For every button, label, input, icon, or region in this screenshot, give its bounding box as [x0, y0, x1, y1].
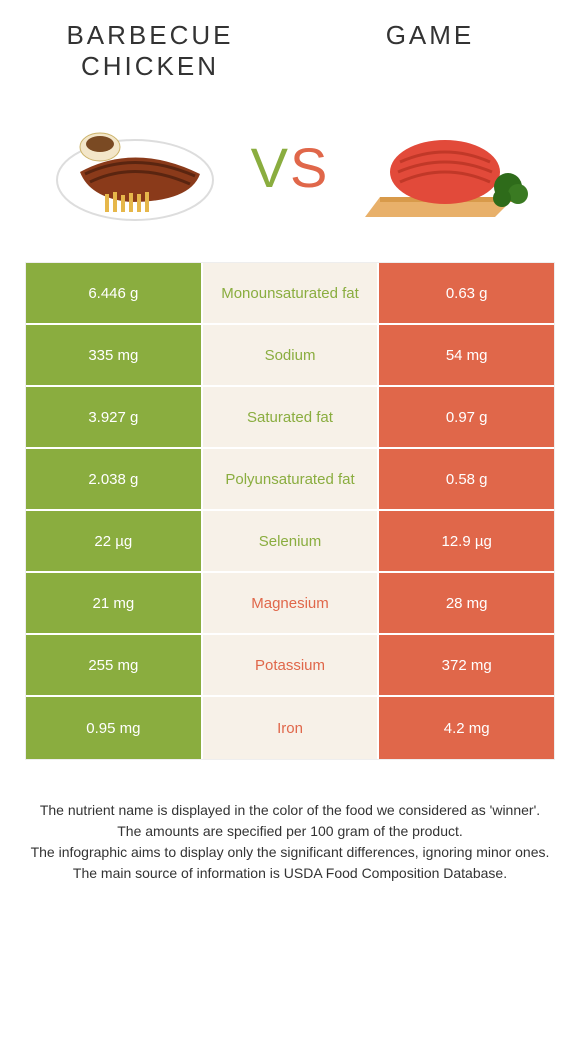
table-row: 0.95 mgIron4.2 mg	[26, 697, 554, 759]
left-value: 0.95 mg	[26, 697, 203, 759]
left-value: 22 µg	[26, 511, 203, 571]
table-row: 2.038 gPolyunsaturated fat0.58 g	[26, 449, 554, 511]
table-row: 6.446 gMonounsaturated fat0.63 g	[26, 263, 554, 325]
right-food-title: Game	[330, 20, 530, 82]
nutrient-name: Monounsaturated fat	[203, 263, 378, 323]
right-value: 0.63 g	[377, 263, 554, 323]
nutrient-name: Magnesium	[203, 573, 378, 633]
right-value: 0.58 g	[377, 449, 554, 509]
nutrient-name: Potassium	[203, 635, 378, 695]
right-food-image	[360, 102, 530, 232]
nutrient-name: Iron	[203, 697, 378, 759]
footnote-line: The nutrient name is displayed in the co…	[30, 800, 550, 821]
nutrient-name: Sodium	[203, 325, 378, 385]
vs-v: V	[251, 136, 290, 199]
left-food-title: Barbecue chicken	[50, 20, 250, 82]
right-value: 0.97 g	[377, 387, 554, 447]
table-row: 3.927 gSaturated fat0.97 g	[26, 387, 554, 449]
right-value: 28 mg	[377, 573, 554, 633]
footnote-line: The infographic aims to display only the…	[30, 842, 550, 863]
table-row: 335 mgSodium54 mg	[26, 325, 554, 387]
footnote-line: The main source of information is USDA F…	[30, 863, 550, 884]
left-value: 255 mg	[26, 635, 203, 695]
left-value: 3.927 g	[26, 387, 203, 447]
vs-row: VS	[20, 102, 560, 232]
right-value: 372 mg	[377, 635, 554, 695]
nutrient-name: Selenium	[203, 511, 378, 571]
table-row: 22 µgSelenium12.9 µg	[26, 511, 554, 573]
left-value: 335 mg	[26, 325, 203, 385]
right-value: 54 mg	[377, 325, 554, 385]
footnote-line: The amounts are specified per 100 gram o…	[30, 821, 550, 842]
left-value: 6.446 g	[26, 263, 203, 323]
left-value: 21 mg	[26, 573, 203, 633]
title-row: Barbecue chicken Game	[20, 20, 560, 82]
table-row: 255 mgPotassium372 mg	[26, 635, 554, 697]
vs-s: S	[290, 136, 329, 199]
nutrient-name: Saturated fat	[203, 387, 378, 447]
vs-label: VS	[251, 135, 330, 200]
table-row: 21 mgMagnesium28 mg	[26, 573, 554, 635]
nutrient-name: Polyunsaturated fat	[203, 449, 378, 509]
footnotes: The nutrient name is displayed in the co…	[20, 800, 560, 884]
left-value: 2.038 g	[26, 449, 203, 509]
right-value: 4.2 mg	[377, 697, 554, 759]
nutrient-table: 6.446 gMonounsaturated fat0.63 g335 mgSo…	[25, 262, 555, 760]
right-value: 12.9 µg	[377, 511, 554, 571]
left-food-image	[50, 102, 220, 232]
